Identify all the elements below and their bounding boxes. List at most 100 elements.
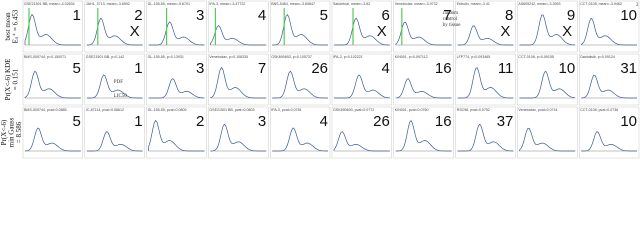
row-label: Pr(X<-6) min Gauss = 8.586: [0, 117, 23, 147]
panel-title: LFP774, p=0.093465: [457, 55, 491, 59]
panel-title: GSE21501 BB, mean=-4.02634: [24, 2, 75, 6]
panel-title: GSK690693, p=0.105737: [271, 55, 312, 59]
panel-frame: [270, 53, 331, 106]
control-note: random: [443, 11, 458, 16]
row-label-line: = 8.586: [15, 121, 23, 143]
panel-frame: [455, 0, 516, 53]
panel-title: IPA-3, p=0.102221: [333, 55, 363, 59]
rank: 10: [559, 60, 576, 77]
row-label-line: = 0.151: [11, 68, 19, 90]
panel-title: Venetoclax, p=0.108335: [209, 55, 248, 59]
panel-frame: [208, 53, 269, 106]
panel-frame: [84, 0, 145, 53]
panel-title: GSE21501 BB, pval=0.0803: [209, 108, 254, 112]
panel-title: CCT-0108, pval=0.0736: [580, 108, 618, 112]
panel-title: RSC98, pval=0.0752: [457, 108, 490, 112]
rank: 7: [443, 7, 451, 24]
rank: 1: [134, 60, 142, 77]
panel-frame: [579, 0, 640, 53]
row-label-line: Pr(X<-6) KDE: [4, 59, 12, 101]
row-label: best mean Eₛ⁺ = 6.453: [4, 9, 20, 43]
panel-frame: [146, 106, 207, 159]
density-curve: [86, 131, 143, 152]
panel-frame: [517, 0, 578, 53]
density-curve: [272, 70, 328, 99]
panel-frame: [393, 106, 454, 159]
rank: 5: [320, 7, 328, 24]
rank: 4: [258, 7, 266, 24]
density-curve: [210, 25, 267, 46]
excluded-mark: X: [130, 23, 140, 40]
rank: 7: [258, 60, 266, 77]
rank: 5: [72, 113, 80, 130]
panel-frame: [84, 53, 145, 106]
panel-title: JAH1, 3713, mean=-3.6992: [86, 2, 130, 6]
excluded-mark: X: [562, 23, 572, 40]
panel-frame: [517, 106, 578, 159]
panel-frame: [331, 0, 392, 53]
rank: 3: [196, 60, 204, 77]
lic50-note: LIC50: [114, 94, 128, 99]
control-note: control: [443, 17, 458, 22]
panel-title: AS605242, mean=-3.3993: [518, 2, 560, 6]
density-curve: [519, 127, 576, 152]
panel-frame: [393, 0, 454, 53]
density-curve: [334, 74, 390, 99]
panel-frame: [579, 106, 640, 159]
panel-title: KIN001, p=0.097112: [395, 55, 428, 59]
rank: 8: [505, 7, 513, 24]
rank: 5: [72, 60, 80, 77]
panel-title: KIN001, pval=0.0760: [395, 108, 429, 112]
density-curve: [457, 67, 514, 99]
rank: 2: [196, 113, 204, 130]
density-curve: [333, 131, 390, 152]
rank: 1: [134, 113, 142, 130]
rank: 11: [498, 60, 514, 77]
panel-title: BNS-5464, mean=-3.60847: [271, 2, 315, 6]
panel-frame: [270, 0, 331, 53]
panel-frame: [331, 53, 392, 106]
row-label: Pr(X<-6) KDE = 0.151: [4, 59, 20, 101]
figure: 2 best mean Eₛ⁺ = 6.453 GSE21501 BB, mean=…: [0, 0, 640, 159]
panel-frame: [146, 0, 207, 53]
rank: 10: [620, 113, 637, 130]
panel-title: BMS-509744, pval=0.0885: [24, 108, 67, 112]
rank: 2: [134, 7, 142, 24]
panel-frame: [455, 106, 516, 159]
panel-title: Dactolisib, p=0.09124: [580, 55, 615, 59]
panel-frame: [455, 53, 516, 106]
pdf-note: PDF: [114, 80, 123, 85]
panel-frame: [22, 0, 83, 53]
panel-frame: [270, 106, 331, 159]
excluded-mark: X: [500, 23, 510, 40]
panel-title: IPA-3, pval=0.0781: [271, 108, 301, 112]
rank: 26: [311, 60, 328, 77]
rank: 9: [567, 7, 575, 24]
panel-title: IPA-3, mean=-3.47722: [209, 2, 245, 6]
panel-title: GL-155-55, mean=-5.6701: [148, 2, 190, 6]
panel-frame: [208, 0, 269, 53]
density-curve: [581, 74, 637, 99]
row-label-line: best mean: [4, 12, 12, 41]
density-curve: [581, 131, 637, 152]
panel-title: GSK690693, pval=0.0772: [333, 108, 374, 112]
panel-frame: [393, 53, 454, 106]
row-label-line: Eₛ⁺ = 6.453: [11, 9, 19, 43]
panel-title: CCT-0108, mean=-3.9462: [580, 2, 622, 6]
excluded-mark: X: [377, 23, 387, 40]
density-curve: [148, 78, 205, 99]
density-curve: [395, 78, 452, 99]
panel-frame: [22, 106, 83, 159]
rank: 1: [72, 7, 80, 24]
panel-frame: [579, 53, 640, 106]
rank: 16: [435, 113, 452, 130]
density-curve: [24, 127, 81, 152]
panel-frame: [84, 106, 145, 159]
panel-title: Salubrinal, mean=-3.62: [333, 2, 370, 6]
panel-title: IC-87114, pval=0.08612: [86, 108, 124, 112]
rank: 3: [196, 7, 204, 24]
density-curve: [272, 127, 328, 152]
corner-label: 2: [636, 3, 639, 8]
panel-frame: [22, 53, 83, 106]
panel-title: Eribulin, mean=-3.41: [457, 2, 490, 6]
